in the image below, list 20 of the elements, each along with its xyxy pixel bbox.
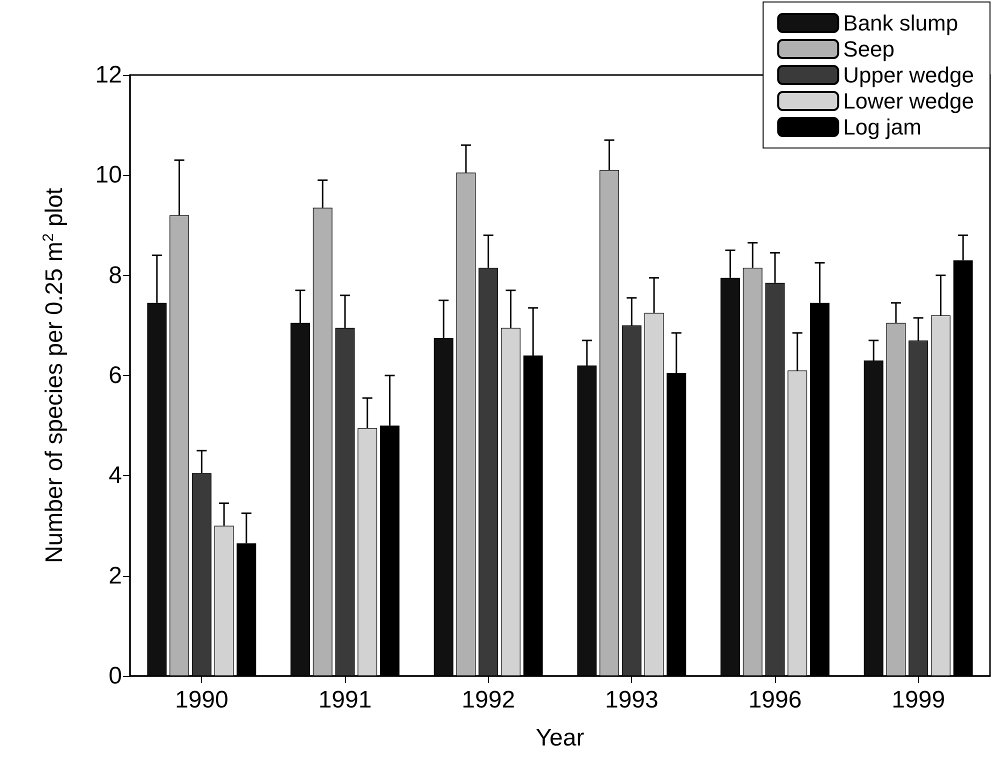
- x-tick-label: 1992: [462, 686, 516, 714]
- y-tick-label: 8: [108, 262, 122, 289]
- y-tick-label: 0: [108, 662, 122, 690]
- legend-label: Seep: [843, 36, 895, 62]
- x-tick-label: 1996: [748, 686, 802, 714]
- y-axis-title: Number of species per 0.25 m2 plot: [40, 188, 68, 564]
- x-tick-label: 1991: [318, 686, 372, 714]
- x-tick-label: 1999: [892, 686, 946, 714]
- y-tick-label: 4: [108, 462, 122, 490]
- legend-label: Log jam: [843, 114, 922, 140]
- y-tick-label: 12: [95, 62, 122, 88]
- x-tick-label: 1993: [604, 686, 658, 714]
- y-tick-label: 2: [108, 562, 122, 590]
- legend-label: Bank slump: [843, 10, 958, 36]
- x-axis-title: Year: [536, 724, 584, 752]
- x-tick-label: 1990: [174, 686, 228, 714]
- y-tick-label: 6: [108, 362, 122, 389]
- y-tick-label: 10: [95, 162, 122, 189]
- legend-label: Lower wedge: [843, 88, 974, 114]
- legend-label: Upper wedge: [843, 62, 974, 88]
